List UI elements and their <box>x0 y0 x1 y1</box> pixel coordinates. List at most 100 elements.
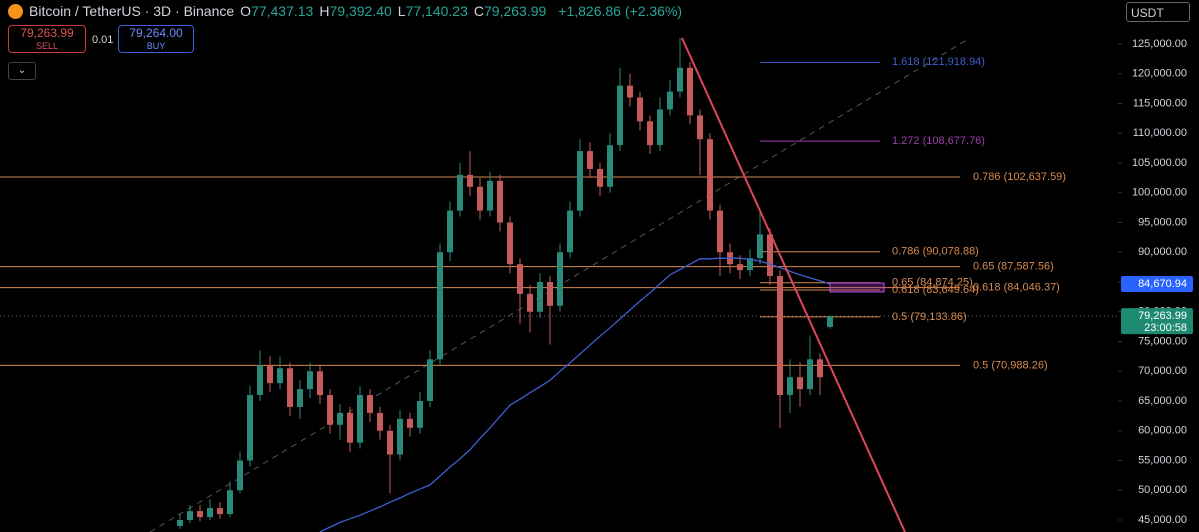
candle-body <box>567 210 573 253</box>
y-tick-label: 65,000.00 <box>1138 395 1187 407</box>
y-tick-label: 110,000.00 <box>1133 127 1187 139</box>
candle-body <box>237 460 243 491</box>
candle-body <box>357 395 363 443</box>
candle-body <box>737 264 743 271</box>
candle-body <box>637 97 643 122</box>
candle-body <box>497 180 503 223</box>
candle-body <box>807 359 813 390</box>
trend-line <box>681 37 906 532</box>
fib-label: 0.5 (70,988.26) <box>973 359 1048 371</box>
ohlc-key: C <box>473 3 484 19</box>
highlight-box <box>829 282 885 293</box>
ohlc-value: 79,392.40 <box>329 3 392 19</box>
candle-body <box>187 511 193 520</box>
currency-select[interactable]: USDT <box>1126 2 1190 22</box>
candle-body <box>207 508 213 518</box>
price-badge-text: 79,263.99 <box>1138 310 1187 322</box>
price-badge-sub: 23:00:58 <box>1144 322 1187 334</box>
price-badge-text: 84,670.94 <box>1138 278 1187 290</box>
candle-body <box>787 377 793 396</box>
change: +1,826.86 (+2.36%) <box>558 3 683 19</box>
candle-body <box>197 511 203 518</box>
y-tick-label: 45,000.00 <box>1138 514 1187 526</box>
y-tick-label: 95,000.00 <box>1138 216 1187 228</box>
candle-body <box>767 234 773 277</box>
candle-body <box>677 67 683 92</box>
y-tick-label: 50,000.00 <box>1138 484 1187 496</box>
candle-body <box>617 85 623 146</box>
sell-button[interactable]: 79,263.99 SELL <box>8 25 86 53</box>
y-tick-label: 125,000.00 <box>1132 38 1187 50</box>
collapse-button[interactable]: ⌄ <box>8 62 36 80</box>
candle-body <box>337 412 343 425</box>
candle-body <box>287 368 293 407</box>
y-tick-label: 60,000.00 <box>1138 425 1187 437</box>
buy-button[interactable]: 79,264.00 BUY <box>118 25 194 53</box>
y-tick-label: 90,000.00 <box>1138 246 1187 258</box>
y-tick-label: 115,000.00 <box>1133 97 1187 109</box>
candle-body <box>267 365 273 384</box>
fib-label: 0.786 (90,078.88) <box>892 246 979 258</box>
price-badge <box>1121 308 1193 335</box>
candle-body <box>387 430 393 455</box>
fib-label: 0.65 (84,874.25) <box>892 277 973 289</box>
ohlc-key: O <box>240 3 252 19</box>
candle-body <box>277 368 283 384</box>
candle-body <box>447 210 453 253</box>
ohlc-value: 79,263.99 <box>484 3 547 19</box>
candle-body <box>627 85 633 98</box>
candle-body <box>547 281 553 306</box>
candle-body <box>597 168 603 187</box>
fib-label: 1.618 (121,918.94) <box>892 56 985 68</box>
ohlc-key: L <box>397 3 406 19</box>
candle-body <box>687 67 693 116</box>
sell-price: 79,263.99 <box>20 26 74 40</box>
y-tick-label: 105,000.00 <box>1132 157 1187 169</box>
candle-body <box>527 293 533 312</box>
fib-label: 1.272 (108,677.76) <box>892 135 985 147</box>
symbol: Bitcoin / TetherUS · 3D · Binance <box>29 3 235 19</box>
buy-price: 79,264.00 <box>129 26 183 40</box>
fib-label: 0.618 (84,046.37) <box>973 282 1060 294</box>
candle-body <box>467 174 473 187</box>
candle-body <box>457 174 463 211</box>
candle-body <box>717 210 723 253</box>
candle-body <box>577 151 583 211</box>
candle-body <box>177 519 183 526</box>
ohlc-value: 77,140.23 <box>405 3 468 19</box>
candle-body <box>817 359 823 378</box>
candle-body <box>777 276 783 396</box>
sell-label: SELL <box>35 41 59 51</box>
candle-body <box>797 377 803 390</box>
candle-body <box>557 252 563 306</box>
candle-body <box>697 115 703 140</box>
y-tick-label: 100,000.00 <box>1132 187 1187 199</box>
candle-body <box>427 359 433 401</box>
buy-label: BUY <box>146 41 166 51</box>
candle-body <box>747 258 753 271</box>
ohlc-key: H <box>319 3 330 19</box>
candle-body <box>827 316 833 327</box>
candle-body <box>297 389 303 407</box>
y-tick-label: 70,000.00 <box>1138 365 1187 377</box>
candle-body <box>407 418 413 428</box>
candle-body <box>517 264 523 294</box>
candle-body <box>247 395 253 461</box>
candle-body <box>437 252 443 360</box>
candle-body <box>757 234 763 259</box>
header: Bitcoin / TetherUS · 3D · Binance O77,437… <box>8 3 682 19</box>
candle-body <box>587 151 593 169</box>
coin-icon <box>8 3 23 19</box>
candle-body <box>347 412 353 443</box>
y-tick-label: 55,000.00 <box>1138 454 1187 466</box>
candle-body <box>397 418 403 455</box>
ohlc: O77,437.13 H79,392.40 L77,140.23 C79,263.99 <box>240 3 552 19</box>
fib-label: 0.618 (83,649.64) <box>892 284 979 296</box>
candle-body <box>507 222 513 265</box>
y-tick-label: 120,000.00 <box>1132 68 1187 80</box>
candle-body <box>657 109 663 146</box>
candle-body <box>607 145 613 187</box>
fib-label: 0.65 (87,587.56) <box>973 261 1054 273</box>
candle-body <box>487 180 493 211</box>
